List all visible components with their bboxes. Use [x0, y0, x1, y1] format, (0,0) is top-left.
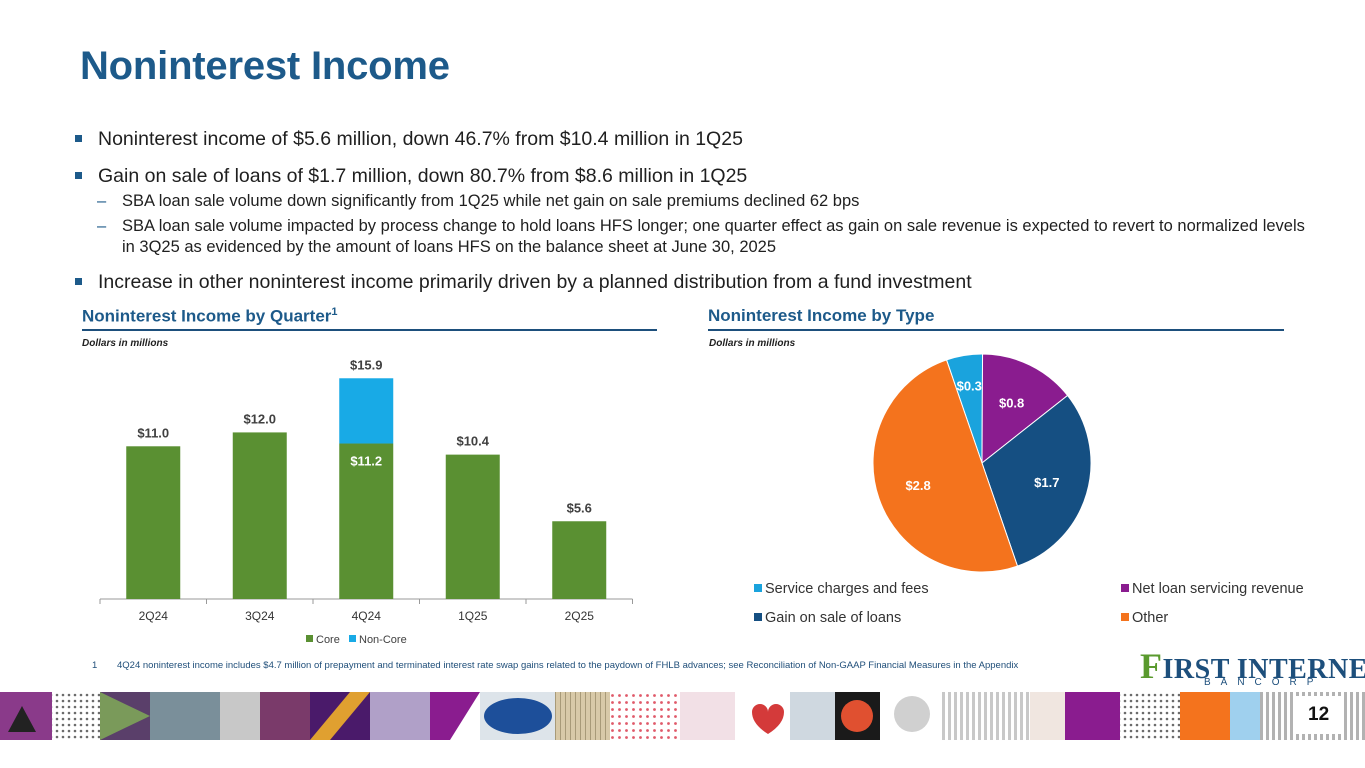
- bar-total-label: $10.4: [456, 434, 489, 449]
- bar-core-2q24: [126, 446, 181, 599]
- pie-chart-title: Noninterest Income by Type: [708, 306, 935, 325]
- legend-swatch: [754, 584, 762, 592]
- x-tick-label: 2Q25: [565, 609, 595, 623]
- pie-slice-other: [872, 359, 1019, 573]
- decorative-footer-mosaic: [0, 692, 1365, 740]
- legend-swatch-core: [306, 635, 313, 642]
- bar-chart-title-text: Noninterest Income by Quarter: [82, 306, 332, 326]
- legend-swatch-non-core: [349, 635, 356, 642]
- bar-chart: $11.0 2Q24 $12.0 3Q24 $15.9 $11.2 4Q24 $10.4 1Q2…: [99, 357, 633, 646]
- sub-bullet-text: SBA loan sale volume down significantly …: [122, 192, 860, 210]
- bullet-item: Noninterest income of $5.6 million, down…: [75, 126, 1305, 152]
- sub-bullet-text: SBA loan sale volume impacted by process…: [122, 217, 1305, 256]
- pie-chart-units: Dollars in millions: [709, 338, 796, 349]
- legend-swatch: [1121, 613, 1129, 621]
- pie-slice-label: $0.8: [999, 395, 1024, 410]
- footnote-ref: 1: [331, 306, 338, 318]
- legend-label: Service charges and fees: [765, 581, 929, 597]
- bullet-list: Noninterest income of $5.6 million, down…: [75, 126, 1305, 295]
- bar-total-label: $12.0: [243, 411, 276, 426]
- bar-core-4q24: [339, 443, 394, 599]
- section-divider: [708, 329, 1284, 331]
- pie-slice-label: $1.7: [1034, 475, 1059, 490]
- pie-slice-net-loan-servicing-revenue: [981, 353, 1069, 465]
- pie-slice-label: $2.8: [905, 478, 930, 493]
- dash-marker: –: [97, 192, 107, 210]
- page-title: Noninterest Income: [80, 44, 450, 88]
- legend-swatch: [1121, 584, 1129, 592]
- logo-name: IRST INTERNET: [1162, 654, 1365, 685]
- page-number: 12: [1308, 704, 1330, 725]
- pie-slice-gain-on-sale-of-loans: [981, 394, 1092, 567]
- sub-bullet-item: – SBA loan sale volume down significantly…: [75, 191, 1305, 212]
- section-divider: [82, 329, 657, 331]
- bar-chart-title: Noninterest Income by Quarter1: [82, 306, 338, 327]
- legend-label: Net loan servicing revenue: [1132, 581, 1304, 597]
- bar-core-1q25: [445, 454, 500, 599]
- x-tick-label: 2Q24: [139, 609, 169, 623]
- bar-total-label: $11.0: [137, 425, 169, 440]
- legend-label: Gain on sale of loans: [765, 610, 901, 626]
- bar-non-core-4q24: [339, 378, 394, 444]
- bar-core-2q25: [552, 521, 607, 599]
- legend-label: Core: [316, 634, 340, 646]
- legend-label: Non-Core: [359, 634, 407, 646]
- legend-swatch: [754, 613, 762, 621]
- bar-core-3q24: [232, 432, 287, 599]
- legend-label: Other: [1132, 610, 1168, 626]
- bar-core-label: $11.2: [350, 454, 382, 469]
- bar-total-label: $5.6: [567, 500, 592, 515]
- logo-initial: F: [1140, 646, 1163, 686]
- x-tick-label: 1Q25: [458, 609, 488, 623]
- logo-subtitle: BANCORP: [1204, 677, 1324, 688]
- bullet-item: Gain on sale of loans of $1.7 million, d…: [75, 163, 1305, 189]
- bar-total-label: $15.9: [350, 357, 383, 372]
- sub-bullet-item: – SBA loan sale volume impacted by proces…: [75, 216, 1305, 258]
- bar-chart-units: Dollars in millions: [82, 338, 169, 349]
- footnote: 1 4Q24 noninterest income includes $4.7 …: [92, 659, 1142, 672]
- pie-slice-label: $0.3: [957, 379, 982, 394]
- pie-chart: $0.3 $0.8 $1.7 $2.8 Service charges and fees…: [754, 353, 1304, 626]
- dash-marker: –: [97, 217, 107, 235]
- footnote-text: 4Q24 noninterest income includes $4.7 mi…: [117, 660, 1019, 671]
- bullet-item: Increase in other noninterest income pri…: [75, 269, 1305, 295]
- x-tick-label: 3Q24: [245, 609, 275, 623]
- company-logo: FIRST INTERNET BANCORP: [1140, 645, 1365, 690]
- x-tick-label: 4Q24: [352, 609, 382, 623]
- footnote-number: 1: [92, 660, 98, 671]
- logo-wordmark: FIRST INTERNET: [1140, 645, 1365, 687]
